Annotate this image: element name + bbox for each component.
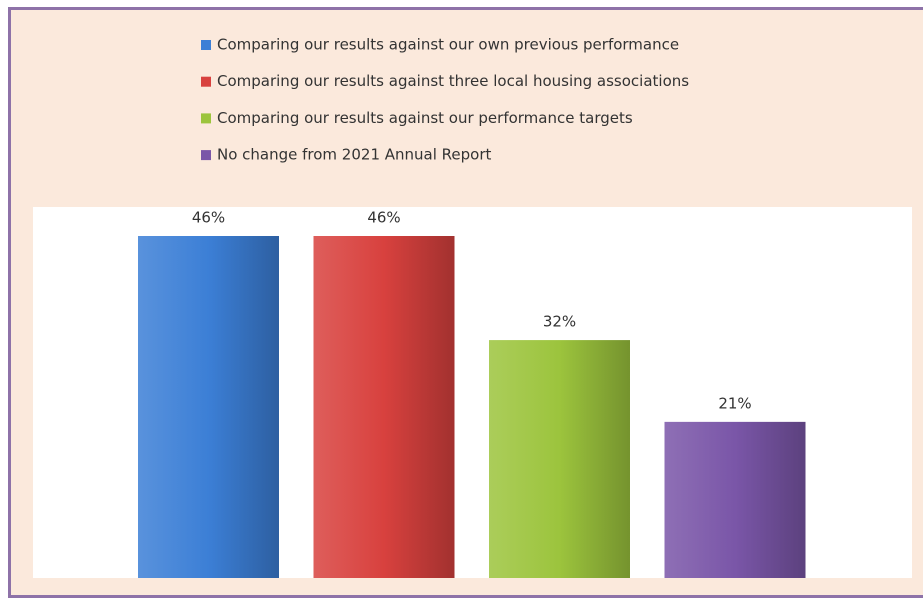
bar bbox=[138, 236, 279, 578]
legend-swatch bbox=[201, 113, 211, 123]
value-label: 21% bbox=[718, 394, 751, 412]
bar bbox=[489, 340, 630, 578]
legend-text: Comparing our results against our own pr… bbox=[217, 36, 679, 54]
legend-text: No change from 2021 Annual Report bbox=[217, 146, 492, 164]
legend-swatch bbox=[201, 150, 211, 160]
legend-swatch bbox=[201, 40, 211, 50]
bar bbox=[665, 422, 806, 578]
bar bbox=[314, 236, 455, 578]
value-label: 46% bbox=[367, 209, 400, 227]
legend-text: Comparing our results against our perfor… bbox=[217, 109, 633, 127]
value-label: 46% bbox=[192, 209, 225, 227]
legend-text: Comparing our results against three loca… bbox=[217, 72, 689, 90]
legend-swatch bbox=[201, 77, 211, 87]
value-label: 32% bbox=[543, 313, 576, 331]
